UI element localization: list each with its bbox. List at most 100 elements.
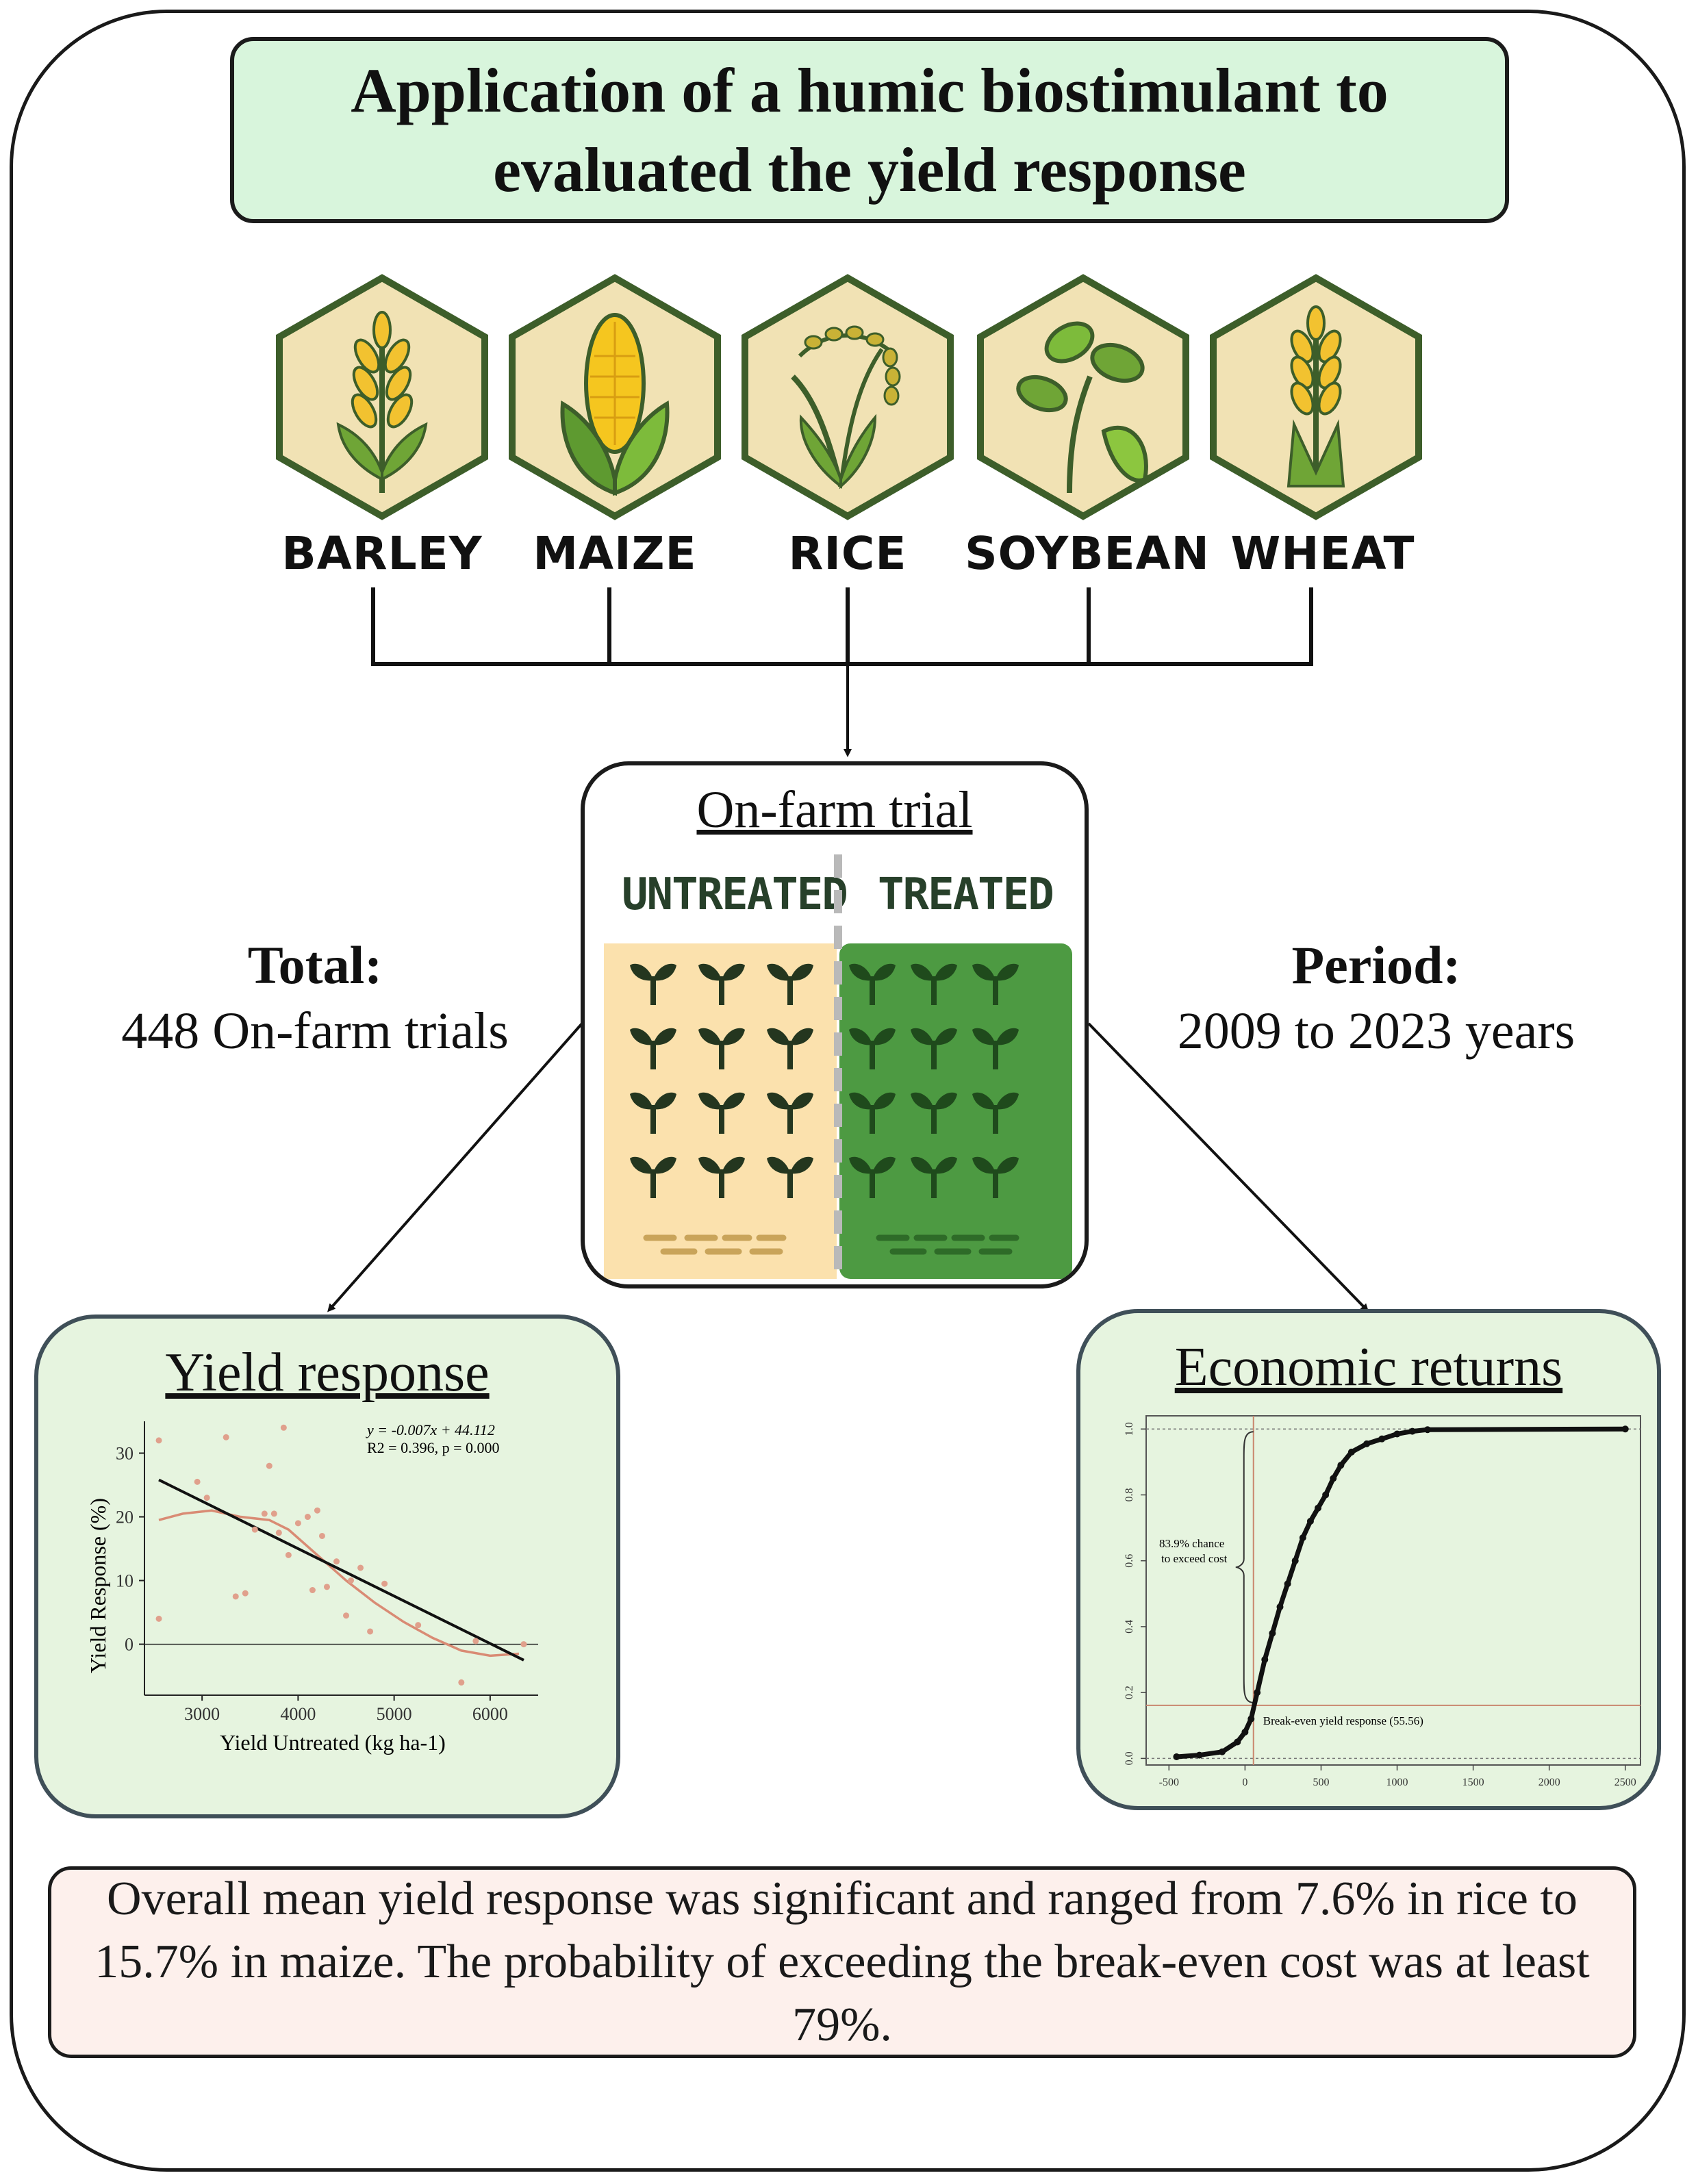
seedling-leaf xyxy=(872,1092,896,1110)
trial-title: On-farm trial xyxy=(696,781,973,839)
total-heading: Total: xyxy=(247,935,383,995)
seedling-stem xyxy=(787,1041,793,1069)
data-point xyxy=(155,1615,162,1622)
seedling-leaf xyxy=(911,1028,934,1045)
seedling-leaf xyxy=(767,1092,790,1110)
seedling-leaf xyxy=(698,963,722,981)
y-tick-label: 1.0 xyxy=(1124,1422,1135,1436)
seedling-leaf xyxy=(722,1156,745,1174)
seedling-leaf xyxy=(934,963,957,981)
data-point xyxy=(309,1587,316,1594)
seedling-stem xyxy=(931,1105,937,1134)
seedling-leaf xyxy=(996,1092,1019,1110)
period-heading: Period: xyxy=(1291,935,1461,995)
economic-returns-panel: Economic returns -500 0 500 1000 1500 2000 250… xyxy=(1076,1309,1661,1810)
x-tick-label: 6000 xyxy=(472,1704,508,1724)
econ-plot-frame xyxy=(1145,1415,1641,1766)
total-block: Total: 448 On-farm trials xyxy=(75,932,555,1064)
seedling-leaf xyxy=(972,1028,996,1045)
crop-label-barley: BARLEY xyxy=(281,527,483,580)
seedling-stem xyxy=(787,976,793,1005)
seedling-leaf xyxy=(972,1156,996,1174)
x-tick-label: 3000 xyxy=(184,1704,220,1724)
title-box: Application of a humic biostimulant to e… xyxy=(230,37,1509,223)
seedling-leaf xyxy=(872,963,896,981)
seedling-stem xyxy=(870,1041,875,1069)
yield-chart: 3000 4000 5000 6000 0 10 20 30 y = -0.007x + 44… xyxy=(86,1421,538,1755)
seedling-leaf xyxy=(790,1156,813,1174)
yield-xlabel: Yield Untreated (kg ha-1) xyxy=(220,1730,446,1755)
data-point xyxy=(194,1478,201,1485)
data-point xyxy=(357,1564,364,1571)
rice-icon xyxy=(742,274,954,520)
seedling-stem xyxy=(993,1041,998,1069)
yield-panel-title: Yield response xyxy=(165,1343,490,1403)
seedling-leaf xyxy=(767,1028,790,1045)
seedling-leaf xyxy=(849,1092,872,1110)
economic-chart: -500 0 500 1000 1500 2000 2500 0.0 0.2 0.4 0.6 0.8 1… xyxy=(1124,1415,1641,1788)
seedling-leaf xyxy=(996,1156,1019,1174)
period-text: 2009 to 2023 years xyxy=(1177,1002,1575,1060)
seedling-stem xyxy=(993,976,998,1005)
x-tick-label: 2500 xyxy=(1614,1777,1636,1788)
data-point xyxy=(415,1622,422,1629)
seedling-stem xyxy=(650,976,656,1005)
x-tick-label: 500 xyxy=(1313,1777,1329,1788)
seedling-stem xyxy=(650,1105,656,1134)
seedling-leaf xyxy=(872,1156,896,1174)
y-tick-label: 0.6 xyxy=(1124,1554,1135,1568)
seedling-leaf xyxy=(767,963,790,981)
seedling-stem xyxy=(787,1105,793,1134)
soybean-icon xyxy=(977,274,1189,520)
seedling-leaf xyxy=(872,1028,896,1045)
untreated-label: UNTREATED xyxy=(622,869,848,920)
seedling-leaf xyxy=(911,1156,934,1174)
smooth-curve xyxy=(158,1509,520,1658)
treated-field xyxy=(839,943,1072,1279)
data-point xyxy=(261,1510,268,1517)
data-point xyxy=(472,1638,479,1645)
data-point xyxy=(333,1558,340,1565)
economic-panel-title: Economic returns xyxy=(1174,1337,1563,1397)
data-point xyxy=(242,1590,249,1597)
outer-frame xyxy=(10,10,1686,2172)
data-point xyxy=(285,1551,292,1558)
seedling-leaf xyxy=(996,1028,1019,1045)
data-point xyxy=(348,1577,355,1584)
seedling-leaf xyxy=(653,1156,676,1174)
seedling-leaf xyxy=(790,1092,813,1110)
y-tick-label: 20 xyxy=(116,1508,134,1527)
seedling-stem xyxy=(931,1041,937,1069)
seedling-leaf xyxy=(653,1028,676,1045)
on-farm-trial-box: On-farm trial UNTREATED TREATED xyxy=(581,761,1089,1288)
treated-label: TREATED xyxy=(878,869,1054,920)
data-point xyxy=(232,1593,239,1600)
cdf-curve xyxy=(1176,1426,1625,1760)
seedling-leaf xyxy=(849,1156,872,1174)
seedling-leaf xyxy=(722,1092,745,1110)
seedling-leaf xyxy=(698,1092,722,1110)
x-tick-label: 5000 xyxy=(377,1704,412,1724)
seedling-leaf xyxy=(630,1156,653,1174)
data-point xyxy=(251,1526,258,1533)
seedling-leaf xyxy=(849,963,872,981)
crop-label-soybean: SOYBEAN xyxy=(965,527,1210,580)
wheat-icon xyxy=(1210,274,1422,520)
data-point xyxy=(294,1520,301,1527)
data-point xyxy=(203,1495,210,1501)
x-tick-label: -500 xyxy=(1159,1777,1179,1788)
seedling-leaf xyxy=(934,1156,957,1174)
seedling-stem xyxy=(719,1105,724,1134)
yield-response-panel: Yield response 3000 4000 5000 6000 0 10 20 30 y… xyxy=(34,1315,620,1818)
crop-label-rice: RICE xyxy=(788,527,907,580)
page-title: Application of a humic biostimulant to e… xyxy=(351,55,1389,205)
data-point xyxy=(280,1424,287,1431)
seedling-leaf xyxy=(849,1028,872,1045)
seedling-leaf xyxy=(996,963,1019,981)
data-point xyxy=(458,1679,465,1686)
seedling-leaf xyxy=(698,1156,722,1174)
yield-equation: y = -0.007x + 44.112 xyxy=(366,1421,495,1438)
total-text: 448 On-farm trials xyxy=(121,1002,509,1060)
data-point xyxy=(318,1532,325,1539)
